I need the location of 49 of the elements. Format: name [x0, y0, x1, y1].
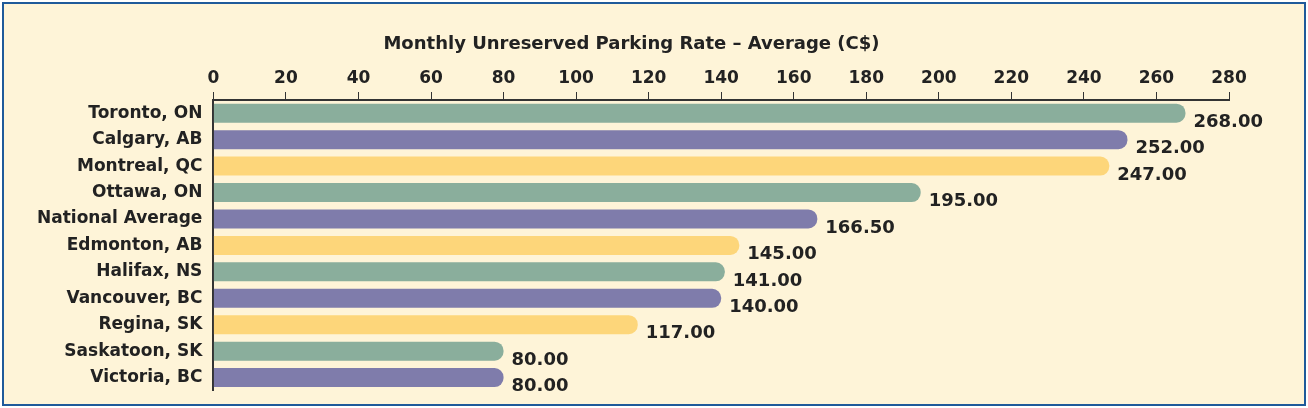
bar: [213, 183, 921, 203]
bar: [213, 103, 1186, 123]
data-label: 252.00: [1135, 136, 1205, 158]
bar: [213, 315, 638, 335]
y-tick-label: Vancouver, BC: [66, 286, 203, 307]
y-tick-label: Halifax, NS: [96, 260, 203, 281]
y-tick-label: Ottawa, ON: [91, 180, 203, 201]
y-tick-label: Calgary, AB: [92, 128, 203, 149]
x-tick-label: 20: [274, 67, 298, 88]
data-label: 80.00: [511, 347, 569, 369]
data-label: 140.00: [729, 294, 799, 316]
data-label: 145.00: [747, 242, 817, 264]
data-label: 268.00: [1193, 109, 1263, 131]
y-tick-label: Edmonton, AB: [66, 233, 203, 254]
x-tick-label: 100: [558, 67, 594, 88]
x-tick-label: 280: [1211, 67, 1247, 88]
bar: [213, 130, 1128, 150]
y-tick-label: Victoria, BC: [90, 366, 203, 386]
x-tick-label: 80: [491, 67, 516, 88]
bar: [213, 235, 740, 255]
x-tick-label: 140: [703, 67, 740, 88]
bar: [213, 156, 1110, 176]
x-tick-label: 120: [630, 67, 667, 88]
y-tick-label: National Average: [36, 207, 203, 228]
x-tick-label: 0: [207, 67, 220, 88]
x-tick-label: 180: [848, 67, 885, 88]
bar: [213, 368, 504, 388]
data-label: 166.50: [825, 215, 895, 237]
x-tick-label: 220: [993, 67, 1030, 88]
x-tick-label: 60: [419, 67, 443, 88]
x-tick-label: 200: [921, 67, 957, 88]
data-label: 80.00: [511, 374, 569, 396]
data-label: 141.00: [732, 268, 803, 290]
bar: [213, 288, 722, 308]
x-tick-label: 240: [1066, 67, 1102, 88]
x-tick-label: 40: [346, 67, 371, 88]
x-tick-label: 160: [775, 67, 812, 88]
data-label: 247.00: [1117, 162, 1187, 184]
y-tick-label: Saskatoon, SK: [64, 339, 204, 360]
data-label: 117.00: [645, 321, 716, 343]
bar: [213, 209, 818, 229]
bar: [213, 262, 725, 282]
y-tick-label: Regina, SK: [98, 313, 204, 334]
data-label: 195.00: [928, 189, 999, 211]
y-tick-label: Montreal, QC: [77, 154, 203, 175]
y-tick-label: Toronto, ON: [88, 101, 203, 122]
x-tick-label: 260: [1138, 67, 1175, 88]
chart-title: Monthly Unreserved Parking Rate – Average (C$): [383, 32, 880, 54]
bar: [213, 341, 504, 361]
